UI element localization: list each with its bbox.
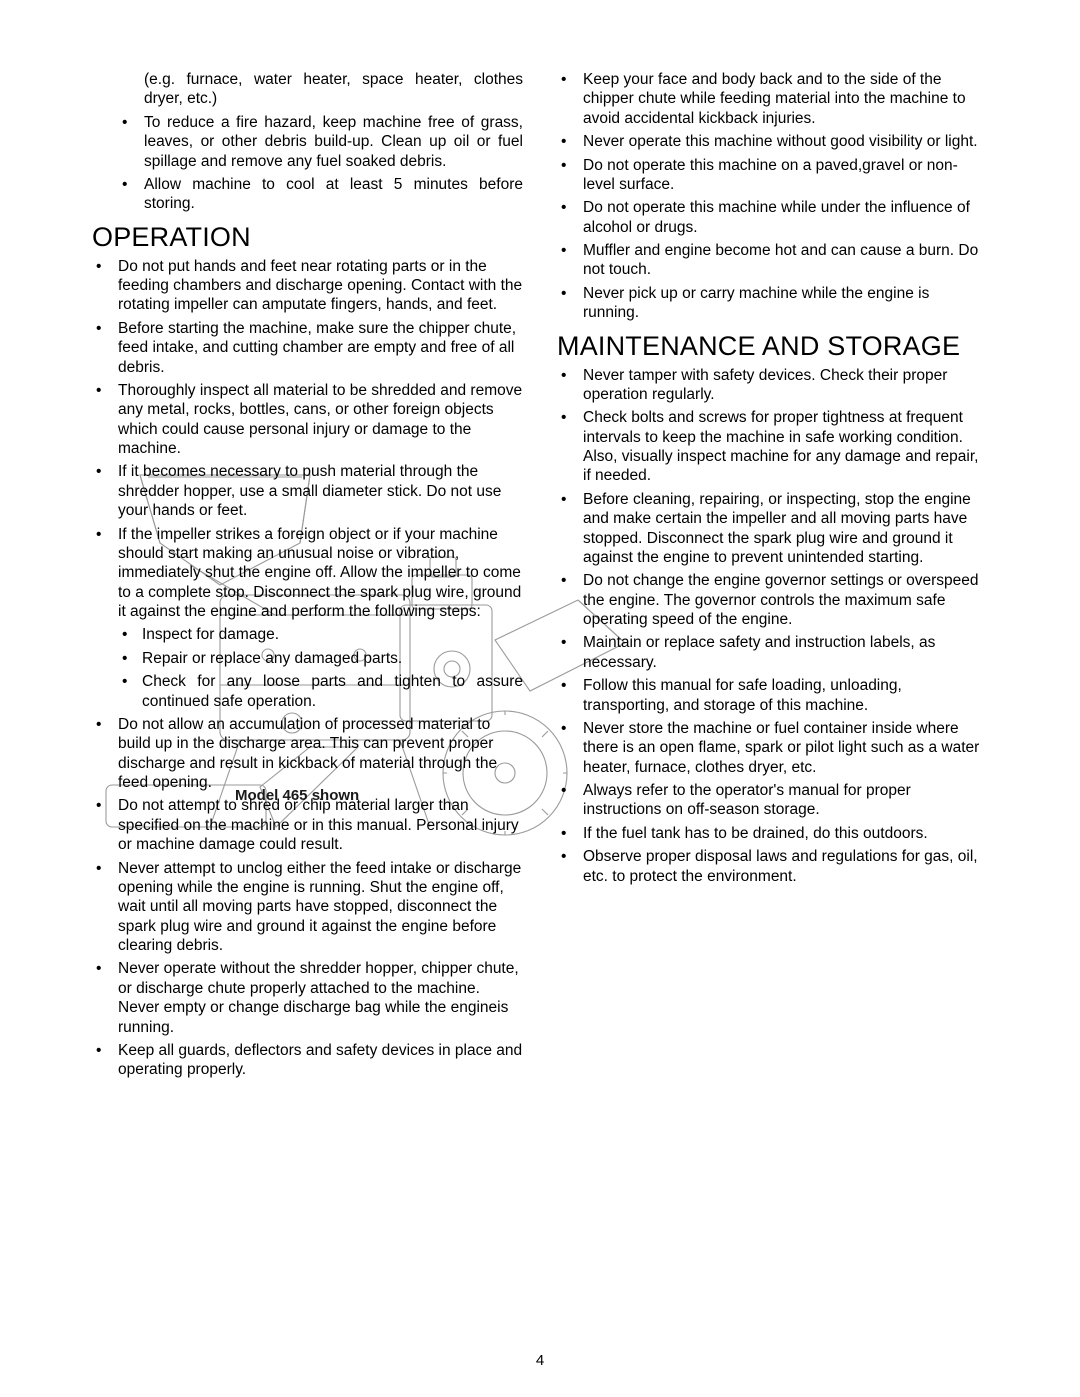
text: Keep all guards, deflectors and safety d… bbox=[118, 1042, 522, 1078]
list-item: Always refer to the operator's manual fo… bbox=[557, 781, 988, 820]
text: Maintain or replace safety and instructi… bbox=[583, 634, 935, 670]
text: Before cleaning, repairing, or inspectin… bbox=[583, 491, 971, 566]
list-item: Never store the machine or fuel containe… bbox=[557, 719, 988, 777]
content-columns: (e.g. furnace, water heater, space heate… bbox=[92, 70, 988, 1088]
list-item: Follow this manual for safe loading, unl… bbox=[557, 676, 988, 715]
text: Before starting the machine, make sure t… bbox=[118, 320, 516, 376]
text: Allow machine to cool at least 5 minutes… bbox=[144, 175, 523, 214]
left-prelude-list: (e.g. furnace, water heater, space heate… bbox=[92, 70, 523, 214]
text: Do not change the engine governor settin… bbox=[583, 572, 979, 628]
right-column: Keep your face and body back and to the … bbox=[557, 70, 988, 1088]
text: Never pick up or carry machine while the… bbox=[583, 285, 929, 321]
text: Never operate this machine without good … bbox=[583, 133, 978, 150]
list-item: If the impeller strikes a foreign object… bbox=[92, 525, 523, 711]
list-item: Never tamper with safety devices. Check … bbox=[557, 366, 988, 405]
text: Keep your face and body back and to the … bbox=[583, 71, 966, 127]
list-item: If the fuel tank has to be drained, do t… bbox=[557, 824, 988, 843]
text: If the fuel tank has to be drained, do t… bbox=[583, 825, 928, 842]
maintenance-heading: MAINTENANCE AND STORAGE bbox=[557, 331, 988, 362]
operation-sub-list: Inspect for damage. Repair or replace an… bbox=[118, 625, 523, 711]
text: (e.g. furnace, water heater, space heate… bbox=[144, 70, 523, 109]
text: Do not operate this machine on a paved,g… bbox=[583, 157, 958, 193]
text: To reduce a fire hazard, keep machine fr… bbox=[144, 113, 523, 171]
list-item: Do not attempt to shred or chip material… bbox=[92, 796, 523, 854]
text: Inspect for damage. bbox=[142, 626, 279, 643]
text: Never operate without the shredder hoppe… bbox=[118, 960, 519, 1035]
text: Thoroughly inspect all material to be sh… bbox=[118, 382, 522, 457]
list-item: Never operate without the shredder hoppe… bbox=[92, 959, 523, 1037]
list-item: Inspect for damage. bbox=[118, 625, 523, 644]
text: Check bolts and screws for proper tightn… bbox=[583, 409, 978, 484]
list-item: Repair or replace any damaged parts. bbox=[118, 649, 523, 668]
list-item: Before cleaning, repairing, or inspectin… bbox=[557, 490, 988, 568]
list-item: Do not put hands and feet near rotating … bbox=[92, 257, 523, 315]
text: Do not attempt to shred or chip material… bbox=[118, 797, 519, 853]
list-item: Muffler and engine become hot and can ca… bbox=[557, 241, 988, 280]
text: If it becomes necessary to push material… bbox=[118, 463, 501, 519]
list-item: Keep your face and body back and to the … bbox=[557, 70, 988, 128]
text: Muffler and engine become hot and can ca… bbox=[583, 242, 978, 278]
list-item: Keep all guards, deflectors and safety d… bbox=[92, 1041, 523, 1080]
maintenance-list: Never tamper with safety devices. Check … bbox=[557, 366, 988, 886]
text: Never tamper with safety devices. Check … bbox=[583, 367, 947, 403]
list-item: Check bolts and screws for proper tightn… bbox=[557, 408, 988, 486]
page-number: 4 bbox=[0, 1352, 1080, 1369]
list-item: Never operate this machine without good … bbox=[557, 132, 988, 151]
text: Observe proper disposal laws and regulat… bbox=[583, 848, 978, 884]
list-item: Observe proper disposal laws and regulat… bbox=[557, 847, 988, 886]
list-item: To reduce a fire hazard, keep machine fr… bbox=[92, 113, 523, 171]
left-column: (e.g. furnace, water heater, space heate… bbox=[92, 70, 523, 1088]
list-item: Never attempt to unclog either the feed … bbox=[92, 859, 523, 956]
right-prelude-list: Keep your face and body back and to the … bbox=[557, 70, 988, 323]
page: Model 465 shown (e.g. furnace, water hea… bbox=[0, 0, 1080, 1397]
text: Never store the machine or fuel containe… bbox=[583, 720, 979, 776]
list-item: Do not change the engine governor settin… bbox=[557, 571, 988, 629]
list-item: Do not operate this machine while under … bbox=[557, 198, 988, 237]
text: Do not allow an accumulation of processe… bbox=[118, 716, 497, 791]
list-item: Maintain or replace safety and instructi… bbox=[557, 633, 988, 672]
text: Do not operate this machine while under … bbox=[583, 199, 970, 235]
list-item: Before starting the machine, make sure t… bbox=[92, 319, 523, 377]
text: Always refer to the operator's manual fo… bbox=[583, 782, 911, 818]
list-item: Do not allow an accumulation of processe… bbox=[92, 715, 523, 793]
text: Follow this manual for safe loading, unl… bbox=[583, 677, 902, 713]
operation-list: Do not put hands and feet near rotating … bbox=[92, 257, 523, 1080]
list-item: Allow machine to cool at least 5 minutes… bbox=[92, 175, 523, 214]
list-item: Check for any loose parts and tighten to… bbox=[118, 672, 523, 711]
text: Do not put hands and feet near rotating … bbox=[118, 258, 522, 314]
list-item: (e.g. furnace, water heater, space heate… bbox=[92, 70, 523, 109]
list-item: If it becomes necessary to push material… bbox=[92, 462, 523, 520]
list-item: Thoroughly inspect all material to be sh… bbox=[92, 381, 523, 459]
text: Never attempt to unclog either the feed … bbox=[118, 860, 521, 955]
list-item: Never pick up or carry machine while the… bbox=[557, 284, 988, 323]
text: Check for any loose parts and tighten to… bbox=[142, 672, 523, 711]
list-item: Do not operate this machine on a paved,g… bbox=[557, 156, 988, 195]
text: If the impeller strikes a foreign object… bbox=[118, 526, 521, 621]
text: Repair or replace any damaged parts. bbox=[142, 650, 402, 667]
operation-heading: OPERATION bbox=[92, 222, 523, 253]
